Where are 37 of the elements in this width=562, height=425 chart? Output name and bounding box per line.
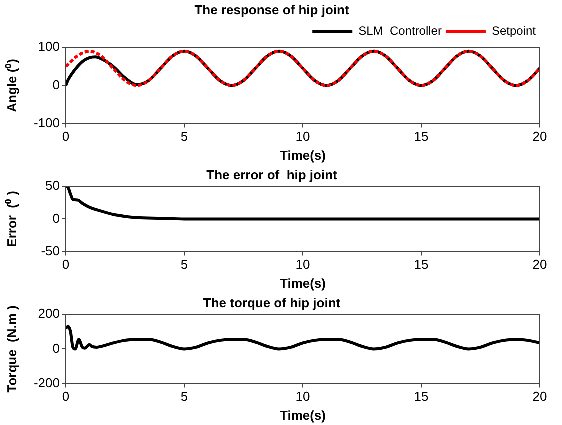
y-tick-label: -50 [41,243,60,258]
x-tick-label: 0 [62,129,70,144]
y-tick-label: 0 [52,210,60,226]
x-axis-title: Time(s) [280,276,326,291]
x-tick-label: 15 [414,257,429,272]
legend-label: SLM Controller [358,24,442,38]
x-tick-label: 15 [414,129,429,144]
x-tick-label: 10 [296,389,310,404]
x-tick-label: 0 [62,257,70,272]
y-tick-label: -100 [34,115,60,130]
line-series [66,186,540,221]
y-tick-label: 0 [52,340,60,356]
x-tick-label: 10 [296,257,310,272]
y-axis-title: Angle (⁰) [4,59,20,112]
y-tick-label: 200 [38,306,60,322]
x-tick-label: 0 [62,389,70,404]
chart-title: The response of hip joint [194,2,350,18]
x-tick-label: 20 [532,257,548,272]
x-tick-label: 20 [532,389,548,404]
y-axis-title: Torque (N.m ) [4,306,20,393]
y-tick-label: -200 [34,375,60,390]
x-tick-label: 10 [296,129,310,144]
x-tick-label: 20 [532,129,548,144]
y-tick-label: 100 [38,39,60,54]
y-axis-title: Error (⁰ ) [4,191,20,248]
chart-title: The torque of hip joint [203,295,342,310]
y-tick-label: 0 [52,77,60,92]
x-axis-title: Time(s) [280,408,326,423]
legend-label: Setpoint [492,24,537,38]
chart-title: The error of hip joint [206,167,338,182]
x-tick-label: 5 [180,257,188,272]
line-series [66,325,540,351]
x-tick-label: 15 [414,389,429,404]
x-tick-label: 5 [180,129,188,144]
x-tick-label: 5 [180,389,188,404]
y-tick-label: 50 [46,178,60,194]
x-axis-title: Time(s) [280,148,326,163]
